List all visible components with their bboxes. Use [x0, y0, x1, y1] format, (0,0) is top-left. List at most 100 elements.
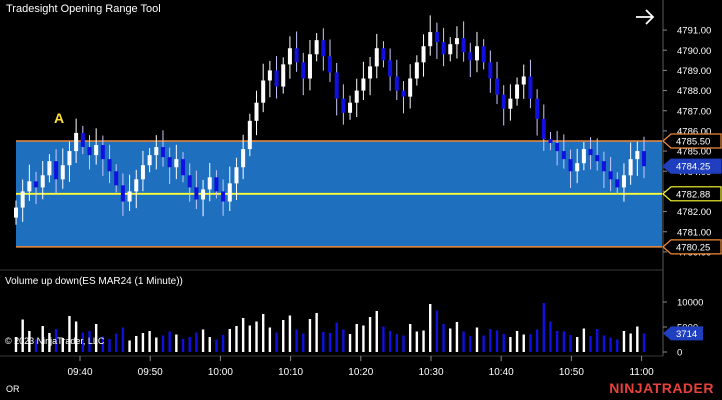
price-tick-label: 4781.00 [677, 227, 711, 238]
candle-down [535, 98, 540, 119]
candle-up [147, 155, 152, 166]
volume-bar [101, 336, 105, 352]
volume-bar [195, 332, 198, 352]
volume-bar [515, 331, 519, 352]
candle-down [54, 161, 59, 180]
volume-bar [408, 324, 412, 352]
candle-down [120, 185, 125, 202]
volume-bar [168, 331, 171, 352]
candle-up [94, 145, 99, 156]
volume-axis: 10000500003714 [663, 298, 703, 359]
volume-bar [388, 331, 392, 352]
time-tick-label: 10:20 [348, 367, 373, 378]
volume-bar [449, 328, 452, 352]
arrow-right-icon[interactable] [634, 6, 656, 28]
volume-bar [288, 315, 292, 352]
price-tick-label: 4786.00 [677, 126, 711, 137]
volume-bar [128, 340, 131, 352]
candle-up [474, 46, 479, 61]
candle-down [388, 60, 393, 77]
volume-bar [455, 322, 459, 352]
chart-grid [0, 0, 664, 357]
volume-bar [188, 337, 191, 352]
price-badge-label: 4785.50 [676, 137, 710, 148]
volume-bar [155, 337, 158, 352]
volume-bar [596, 329, 599, 352]
time-tick-label: 11:00 [629, 367, 654, 378]
candle-down [561, 151, 566, 160]
time-axis: 09:40 09:50 10:00 10:10 10:20 10:30 10:40 10:50… [67, 356, 654, 378]
volume-bar [415, 331, 419, 352]
time-tick-label: 10:30 [418, 367, 443, 378]
volume-bar [181, 339, 185, 352]
volume-bar [402, 335, 405, 352]
volume-bar [509, 337, 512, 352]
candle-up [354, 90, 359, 103]
volume-bar [555, 331, 559, 352]
candle-up [374, 48, 379, 67]
candle-down [80, 132, 85, 148]
volume-bar [575, 337, 579, 352]
candle-down [160, 147, 165, 158]
volume-bar [135, 336, 138, 352]
candle-up [174, 159, 179, 168]
volume-bar [41, 326, 44, 352]
volume-bar [375, 311, 378, 352]
volume-badge [663, 326, 703, 341]
volume-bar [362, 325, 365, 352]
candle-up [575, 163, 580, 172]
volume-bar [582, 328, 586, 352]
volume-bar [108, 339, 111, 352]
candle-up [20, 191, 25, 208]
candle-down [488, 62, 493, 79]
candle-down [541, 118, 546, 139]
price-badge [662, 186, 722, 202]
time-tick-label: 09:50 [138, 367, 163, 378]
copyright-text: © 2023 NinjaTrader, LLC [5, 336, 105, 346]
volume-bar [68, 316, 71, 352]
price-tick-label: 4782.00 [677, 207, 711, 218]
candle-down [461, 38, 466, 53]
candle-down [167, 157, 172, 168]
time-tick-label: 10:00 [208, 367, 233, 378]
price-badge-label: 4784.25 [676, 162, 710, 173]
volume-bar [522, 334, 525, 352]
candle-up [515, 84, 520, 99]
candle-up [287, 48, 292, 65]
opening-range-box [16, 140, 662, 248]
candle-up [40, 175, 45, 188]
candle-down [501, 94, 506, 109]
volume-bar [241, 318, 245, 352]
volume-bar [282, 320, 285, 352]
candle-up [368, 66, 373, 79]
candle-up [154, 147, 159, 156]
price-badge [662, 158, 722, 174]
candle-up [361, 78, 366, 91]
volume-bar [161, 335, 165, 352]
volume-bar [462, 331, 465, 352]
time-tick-label: 10:40 [489, 367, 514, 378]
volume-bar [616, 339, 619, 352]
candle-up [140, 165, 145, 180]
candle-down [481, 46, 486, 63]
candle-down [608, 171, 613, 180]
candle-down [328, 56, 332, 73]
volume-bar [368, 317, 372, 352]
candle-down [301, 62, 306, 79]
volume-bar [482, 335, 485, 352]
candle-down [615, 179, 620, 188]
candle-up [60, 165, 65, 180]
volume-badge-label: 3714 [676, 329, 697, 340]
volume-bar [208, 337, 211, 352]
candle-up [428, 32, 433, 47]
volume-bar [302, 333, 305, 352]
candle-down [468, 52, 473, 61]
volume-tick-label: 0 [677, 348, 682, 359]
candle-down [642, 151, 646, 167]
candle-up [201, 189, 206, 200]
candle-down [555, 143, 560, 152]
price-badge-label: 4780.25 [676, 242, 710, 253]
volume-bar [255, 321, 258, 352]
volume-bar [61, 338, 64, 352]
